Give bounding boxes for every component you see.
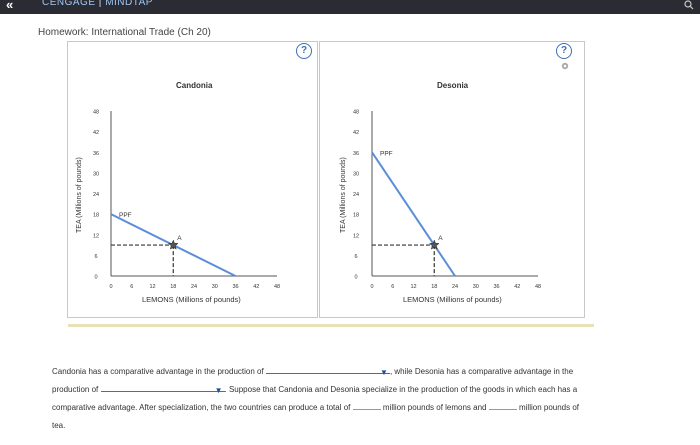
x-axis-label: LEMONS (Millions of pounds) [403,295,502,304]
total-lemons-input[interactable] [352,399,381,410]
question-part: Candonia has a comparative advantage in … [52,367,264,376]
y-tick-label: 12 [93,233,99,239]
x-tick-label: 36 [232,284,238,290]
y-tick-label: 0 [94,275,97,281]
y-axis-label: TEA (Millions of pounds) [340,157,347,233]
chart-title: Desonia [437,81,469,90]
candonia-graph-panel [67,41,318,318]
question-part: million pounds of lemons and [382,403,487,412]
comparative-advantage-candonia-dropdown[interactable]: ▼ [265,363,390,377]
back-icon[interactable]: « [6,0,14,12]
chevron-down-icon: ▼ [214,386,223,395]
page-title: Homework: International Trade (Ch 20) [38,27,211,38]
x-axis-label: LEMONS (Millions of pounds) [142,295,241,304]
y-tick-label: 18 [93,213,99,219]
x-tick-label: 12 [149,284,155,290]
point-a-marker [167,239,179,250]
comparative-advantage-desonia-dropdown[interactable]: ▼ [100,381,225,395]
help-button[interactable]: ? [556,43,572,59]
y-tick-label: 48 [93,110,99,116]
question-part: . Suppose that Candonia and Desonia spec… [224,385,578,394]
x-tick-label: 30 [212,284,218,290]
gear-icon[interactable] [560,61,570,71]
question-part: tea. [52,421,66,430]
x-tick-label: 18 [170,284,176,290]
x-tick-label: 0 [109,284,112,290]
search-icon[interactable] [684,0,694,10]
question-text: Candonia has a comparative advantage in … [52,363,672,435]
y-tick-label: 36 [93,151,99,157]
question-part: million pounds of [518,403,580,412]
y-tick-label: 6 [94,254,97,260]
divider [68,324,594,327]
y-tick-label: 42 [93,130,99,136]
help-button[interactable]: ? [296,43,312,59]
brand-logo: CENGAGE | MINDTAP [42,0,153,8]
x-tick-label: 48 [274,284,280,290]
x-tick-label: 42 [253,284,259,290]
x-tick-label: 6 [130,284,133,290]
point-a-label: A [177,235,182,242]
ppf-label: PPF [119,212,132,219]
top-bar: « CENGAGE | MINDTAP [0,0,700,14]
question-part: production of [52,385,99,394]
chart-title: Candonia [176,81,213,90]
y-tick-label: 24 [93,192,99,198]
question-part: , while Desonia has a comparative advant… [389,367,574,376]
chevron-down-icon: ▼ [380,368,388,377]
x-tick-label: 24 [191,284,197,290]
question-part: comparative advantage. After specializat… [52,403,351,412]
total-tea-input[interactable] [488,399,517,410]
y-tick-label: 30 [93,171,99,177]
